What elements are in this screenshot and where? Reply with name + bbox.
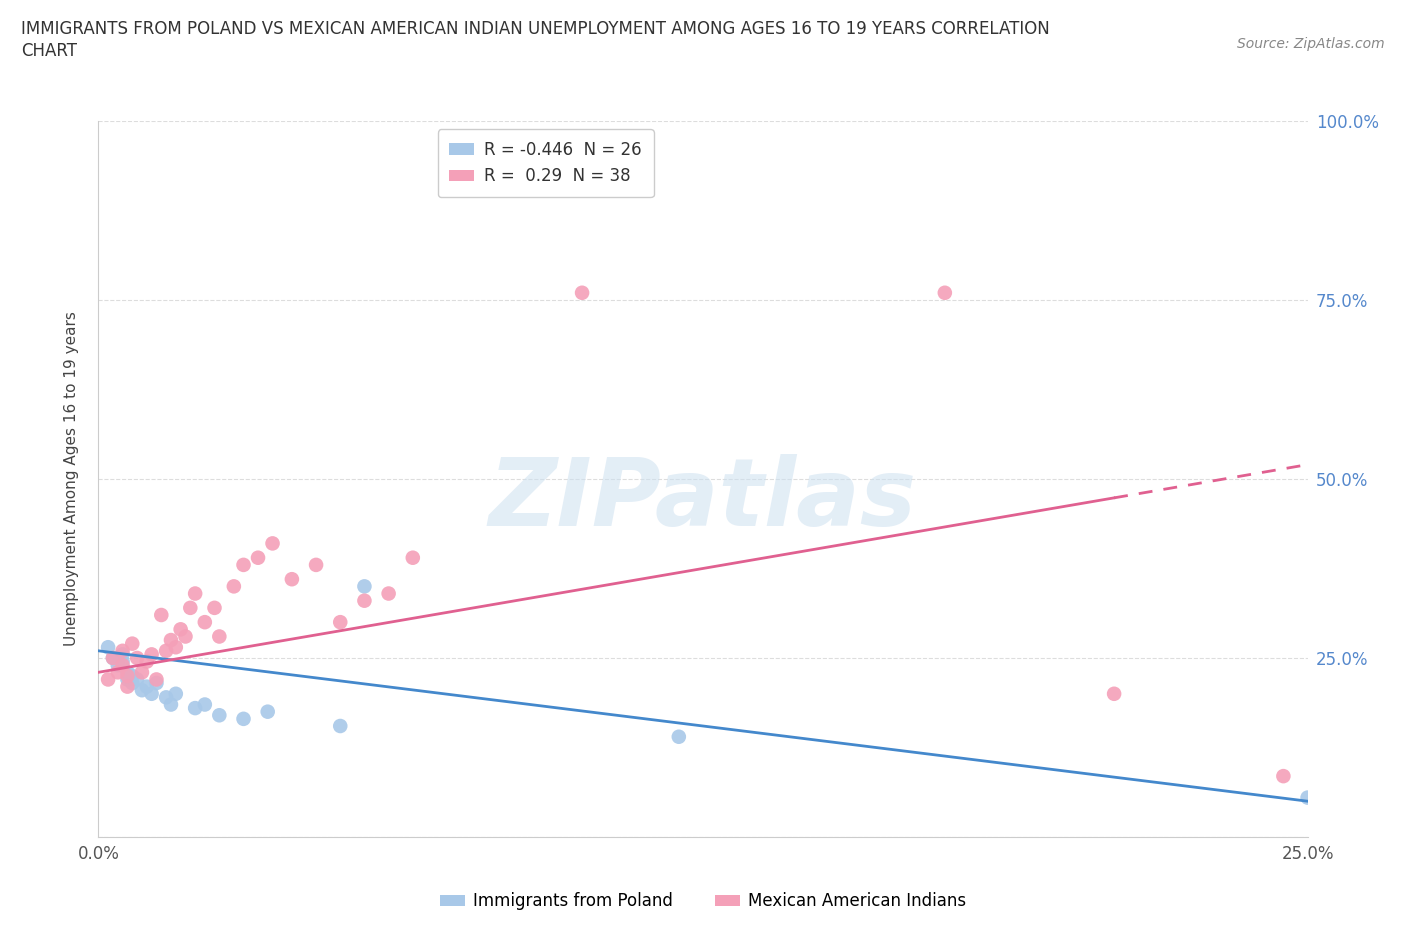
Point: [107, 665, 129, 680]
Point: [121, 669, 143, 684]
Point: [97, 672, 120, 687]
Point: [194, 698, 217, 712]
Point: [155, 644, 177, 658]
Point: [135, 654, 157, 669]
Point: [174, 629, 197, 644]
Point: [353, 593, 375, 608]
Point: [160, 632, 183, 647]
Point: [247, 551, 270, 565]
Point: [179, 601, 201, 616]
Point: [329, 719, 352, 734]
Point: [165, 640, 187, 655]
Point: [101, 651, 124, 666]
Point: [353, 578, 375, 594]
Point: [117, 665, 139, 680]
Point: [141, 647, 163, 662]
Point: [117, 669, 139, 684]
Point: [281, 572, 304, 587]
Point: [1296, 790, 1319, 805]
Point: [135, 679, 157, 694]
Text: Source: ZipAtlas.com: Source: ZipAtlas.com: [1237, 37, 1385, 51]
Point: [232, 711, 254, 726]
Point: [305, 557, 328, 572]
Point: [377, 586, 399, 601]
Point: [141, 686, 163, 701]
Point: [222, 578, 245, 594]
Point: [145, 672, 167, 687]
Point: [131, 683, 153, 698]
Point: [165, 686, 187, 701]
Point: [232, 557, 254, 572]
Legend: R = -0.446  N = 26, R =  0.29  N = 38: R = -0.446 N = 26, R = 0.29 N = 38: [437, 129, 654, 197]
Point: [111, 647, 134, 662]
Point: [208, 629, 231, 644]
Point: [160, 698, 183, 712]
Point: [571, 286, 593, 300]
Point: [111, 658, 134, 672]
Text: CHART: CHART: [21, 42, 77, 60]
Point: [101, 651, 124, 666]
Point: [256, 704, 278, 719]
Point: [1102, 686, 1125, 701]
Point: [155, 690, 177, 705]
Point: [127, 672, 149, 687]
Point: [668, 729, 690, 744]
Point: [150, 607, 173, 622]
Point: [208, 708, 231, 723]
Point: [111, 654, 134, 669]
Point: [121, 675, 143, 690]
Point: [329, 615, 352, 630]
Point: [121, 636, 143, 651]
Point: [184, 700, 207, 715]
Point: [111, 644, 134, 658]
Point: [117, 679, 139, 694]
Point: [117, 672, 139, 687]
Point: [184, 586, 207, 601]
Text: IMMIGRANTS FROM POLAND VS MEXICAN AMERICAN INDIAN UNEMPLOYMENT AMONG AGES 16 TO : IMMIGRANTS FROM POLAND VS MEXICAN AMERIC…: [21, 20, 1050, 38]
Point: [194, 615, 217, 630]
Point: [97, 640, 120, 655]
Point: [169, 622, 191, 637]
Point: [262, 536, 284, 551]
Point: [402, 551, 425, 565]
Point: [107, 658, 129, 672]
Text: ZIPatlas: ZIPatlas: [489, 455, 917, 547]
Legend: Immigrants from Poland, Mexican American Indians: Immigrants from Poland, Mexican American…: [433, 885, 973, 917]
Point: [131, 665, 153, 680]
Point: [204, 601, 226, 616]
Point: [145, 675, 167, 690]
Point: [1272, 769, 1295, 784]
Point: [127, 651, 149, 666]
Y-axis label: Unemployment Among Ages 16 to 19 years: Unemployment Among Ages 16 to 19 years: [65, 312, 79, 646]
Point: [934, 286, 956, 300]
